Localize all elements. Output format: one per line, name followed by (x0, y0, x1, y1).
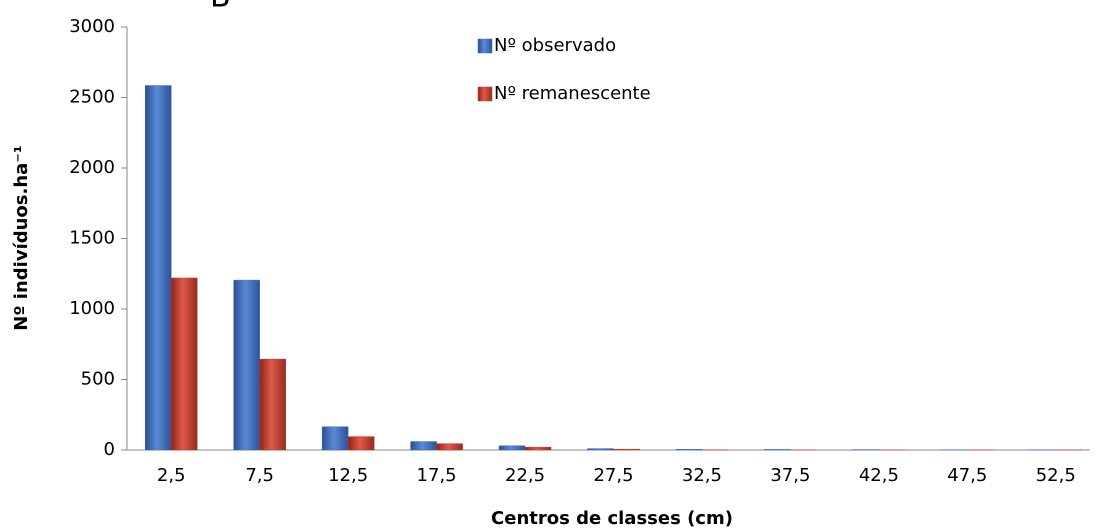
bar (347, 436, 375, 451)
legend-swatch (477, 86, 493, 102)
x-tick-label: 42,5 (859, 465, 899, 486)
x-tick-label: 17,5 (417, 465, 457, 486)
x-tick-label: 37,5 (770, 465, 810, 486)
bar (524, 446, 552, 451)
bar (233, 279, 260, 451)
y-tick-label: 0 (104, 439, 115, 460)
y-tick-label: 1000 (69, 298, 115, 319)
x-tick-label: 52,5 (1036, 465, 1076, 486)
x-tick-label: 2,5 (157, 465, 186, 486)
y-axis-label: Nº indivíduos.ha⁻¹ (11, 145, 32, 330)
x-tick-label: 12,5 (328, 465, 368, 486)
panel-label: B (210, 0, 231, 15)
bar (764, 449, 791, 451)
x-tick-label: 32,5 (682, 465, 722, 486)
bar (498, 445, 526, 451)
bar (436, 443, 463, 451)
bar (587, 448, 614, 451)
x-axis-label: Centros de classes (cm) (491, 508, 733, 529)
bar (259, 358, 286, 451)
y-tick-label: 500 (81, 369, 115, 390)
x-tick-label: 27,5 (593, 465, 633, 486)
y-tick-label: 1500 (69, 228, 115, 249)
y-tick-label: 3000 (69, 16, 115, 37)
x-tick-label: 47,5 (947, 465, 987, 486)
legend-label: Nº remanescente (494, 83, 651, 104)
bar (410, 441, 437, 451)
x-tick-label: 22,5 (505, 465, 545, 486)
bar (321, 426, 349, 451)
x-tick-label: 7,5 (245, 465, 274, 486)
bar (144, 85, 172, 451)
y-tick-label: 2500 (69, 87, 115, 108)
bar (613, 448, 640, 451)
bar (170, 277, 198, 451)
legend-swatch (477, 38, 493, 54)
y-tick-label: 2000 (69, 157, 115, 178)
legend-label: Nº observado (494, 35, 616, 56)
bar (675, 449, 703, 451)
